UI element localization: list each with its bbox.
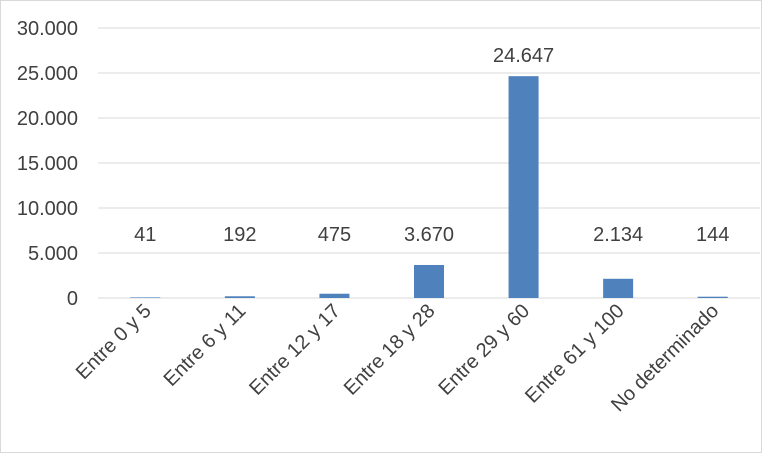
y-tick-label: 25.000 — [17, 63, 78, 85]
y-tick-label: 5.000 — [28, 243, 78, 265]
y-tick-label: 0 — [67, 288, 78, 310]
x-tick-label: Entre 6 y 11 — [160, 300, 251, 391]
y-tick-label: 30.000 — [17, 18, 78, 40]
bar — [603, 278, 634, 298]
bar — [319, 293, 350, 298]
x-tick-label: Entre 0 y 5 — [72, 300, 156, 384]
bar — [224, 296, 255, 298]
bar — [130, 297, 161, 298]
data-label: 144 — [696, 224, 729, 246]
x-tick-label: Entre 61 y 100 — [521, 300, 629, 408]
data-label: 41 — [134, 224, 156, 246]
data-label: 2.134 — [593, 224, 643, 246]
bar — [697, 296, 728, 298]
y-tick-label: 15.000 — [17, 153, 78, 175]
bar — [508, 76, 539, 298]
bar — [414, 264, 444, 298]
y-tick-label: 10.000 — [17, 198, 78, 220]
data-label: 192 — [223, 224, 256, 246]
data-label: 24.647 — [493, 45, 554, 67]
y-tick-label: 20.000 — [17, 108, 78, 130]
data-label: 475 — [318, 224, 351, 246]
x-tick-label: Entre 12 y 17 — [245, 300, 345, 400]
x-tick-label: Entre 18 y 28 — [340, 300, 440, 400]
x-tick-label: Entre 29 y 60 — [434, 300, 534, 400]
data-label: 3.670 — [404, 224, 454, 246]
